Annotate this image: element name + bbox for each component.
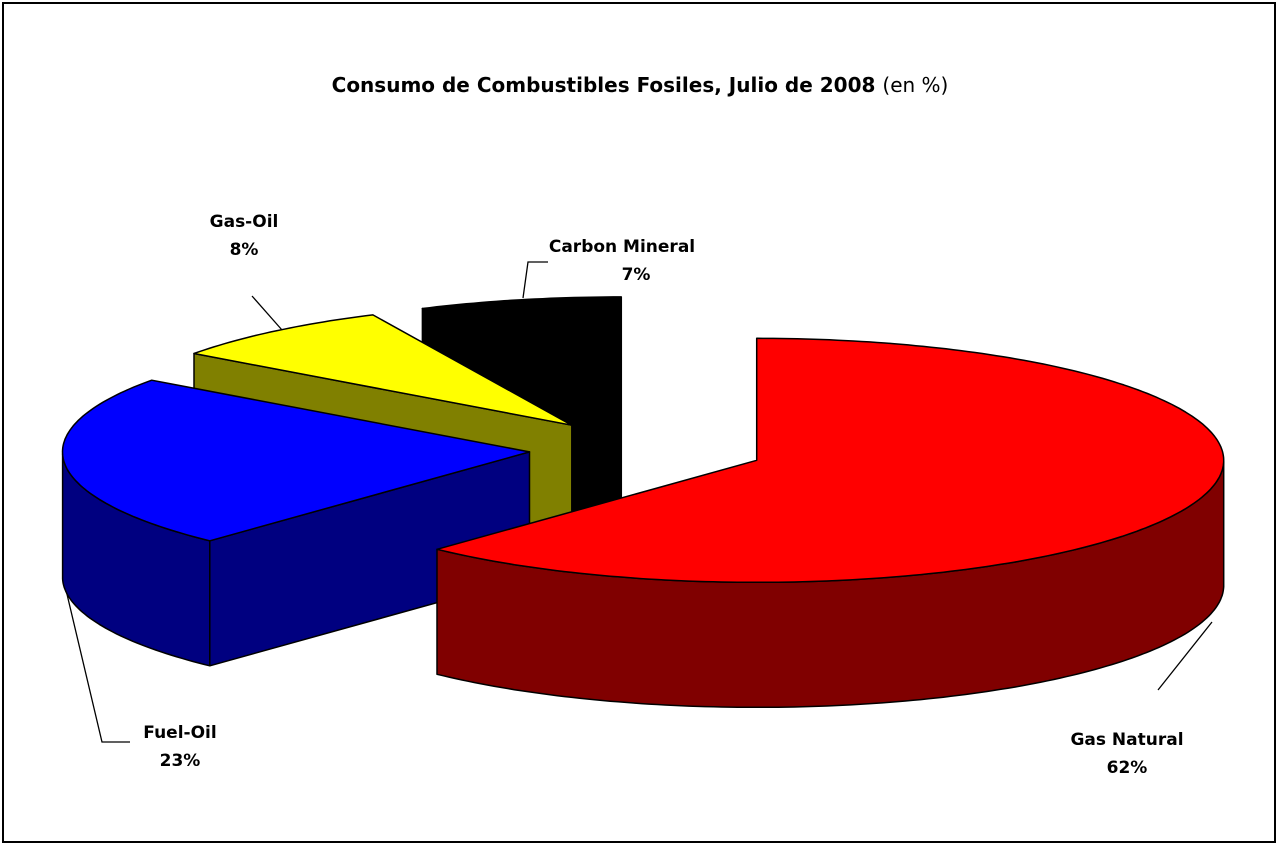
leader-lines (65, 261, 1213, 743)
chart-heading: Consumo de Combustibles Fosiles, Julio d… (332, 73, 949, 97)
leader-line (251, 295, 283, 331)
leader-line (1157, 621, 1213, 691)
leader-line (522, 261, 548, 299)
slice (61, 379, 531, 667)
data-label-value: 62% (1107, 758, 1148, 778)
slice-top (436, 337, 1225, 584)
slice-top (421, 296, 623, 420)
chart-title: Consumo de Combustibles Fosiles, Julio d… (332, 73, 876, 97)
data-label-value: 23% (160, 751, 201, 771)
chart-subtitle: (en %) (882, 73, 948, 97)
data-label-name: Gas Natural (1070, 730, 1183, 750)
slice-top (61, 379, 531, 542)
leader-line (65, 589, 130, 743)
data-label-value: 8% (230, 240, 259, 260)
slice-top (193, 314, 573, 426)
data-label-value: 7% (622, 265, 651, 285)
data-label-name: Gas-Oil (210, 212, 279, 232)
data-label-name: Fuel-Oil (143, 723, 216, 743)
data-label-name: Carbon Mineral (549, 237, 695, 257)
slice (436, 337, 1225, 709)
